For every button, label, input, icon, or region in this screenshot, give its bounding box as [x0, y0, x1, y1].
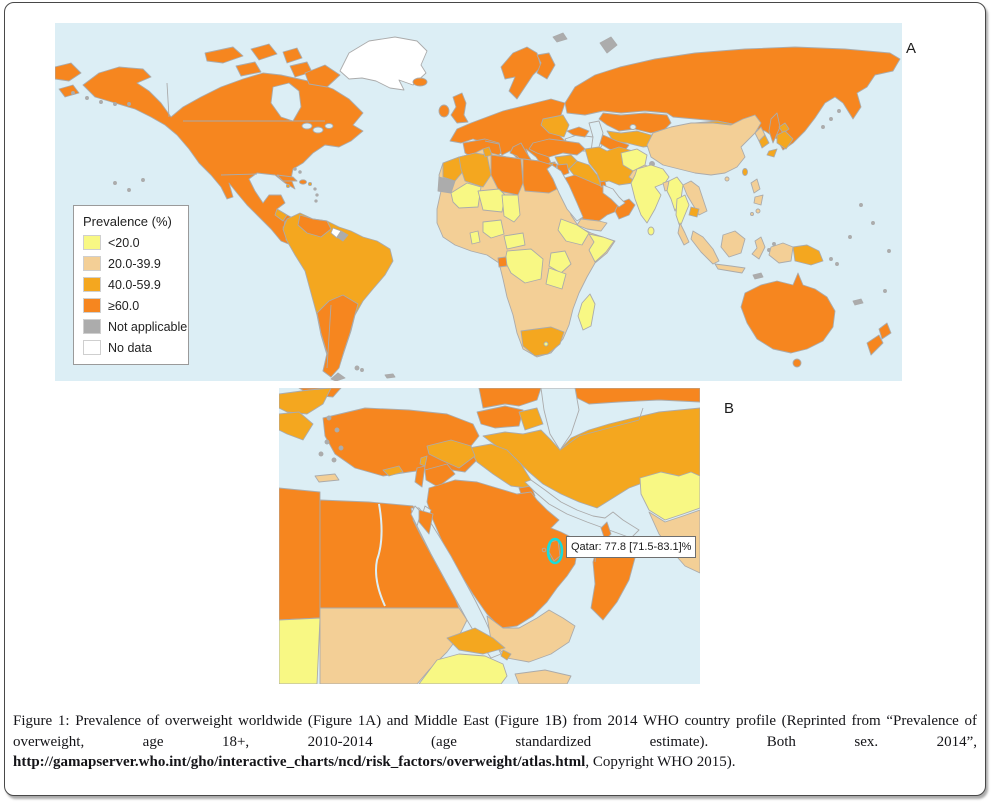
panel-b-label: B — [724, 400, 735, 417]
indonesia-oceania[interactable] — [690, 230, 892, 368]
legend-title: Prevalence (%) — [83, 214, 172, 229]
legend-swatch-40-59 — [83, 277, 101, 292]
legend-item: No data — [83, 340, 186, 355]
world-map-panel — [54, 23, 902, 382]
legend-swatch-no-data — [83, 340, 101, 355]
caption-url[interactable]: http://gamapserver.who.int/gho/interacti… — [13, 754, 586, 770]
south-asia-east-asia[interactable] — [620, 114, 794, 246]
world-map-svg[interactable] — [54, 23, 902, 382]
panel-a-label: A — [906, 40, 917, 57]
horn-of-africa[interactable] — [418, 627, 572, 685]
aegean-islands — [314, 415, 344, 483]
legend-item: 40.0-59.9 — [83, 277, 186, 292]
map-legend: Prevalence (%) <20.0 20.0-39.9 40.0-59.9… — [73, 205, 189, 365]
russia-central-asia[interactable] — [552, 32, 901, 164]
qatar-highlight-ring — [546, 537, 564, 565]
legend-swatch-20-39 — [83, 256, 101, 271]
arabian-peninsula[interactable] — [426, 479, 578, 629]
caribbean[interactable] — [276, 167, 319, 203]
legend-item: 20.0-39.9 — [83, 256, 186, 271]
north-africa[interactable] — [278, 487, 468, 685]
legend-item: ≥60.0 — [83, 298, 186, 313]
legend-swatch-lt20 — [83, 235, 101, 250]
caption-body: Prevalence of overweight worldwide (Figu… — [13, 713, 977, 750]
legend-item: Not applicable — [83, 319, 187, 334]
tooltip-text: Qatar: 77.8 [71.5-83.1]% — [571, 541, 692, 553]
regional-seas — [410, 479, 640, 659]
legend-swatch-ge60 — [83, 298, 101, 313]
legend-item: <20.0 — [83, 235, 186, 250]
qatar-tooltip: Qatar: 77.8 [71.5-83.1]% — [566, 536, 697, 558]
caption-suffix: , Copyright WHO 2015). — [585, 754, 736, 770]
africa[interactable] — [436, 146, 616, 358]
figure-caption: Figure 1: Prevalence of overweight world… — [13, 711, 977, 773]
scattered-islands — [71, 91, 891, 253]
south-america[interactable] — [282, 212, 396, 382]
legend-swatch-not-applicable — [83, 319, 101, 334]
north-america[interactable] — [54, 43, 364, 246]
caption-label: Figure 1: — [13, 713, 70, 729]
